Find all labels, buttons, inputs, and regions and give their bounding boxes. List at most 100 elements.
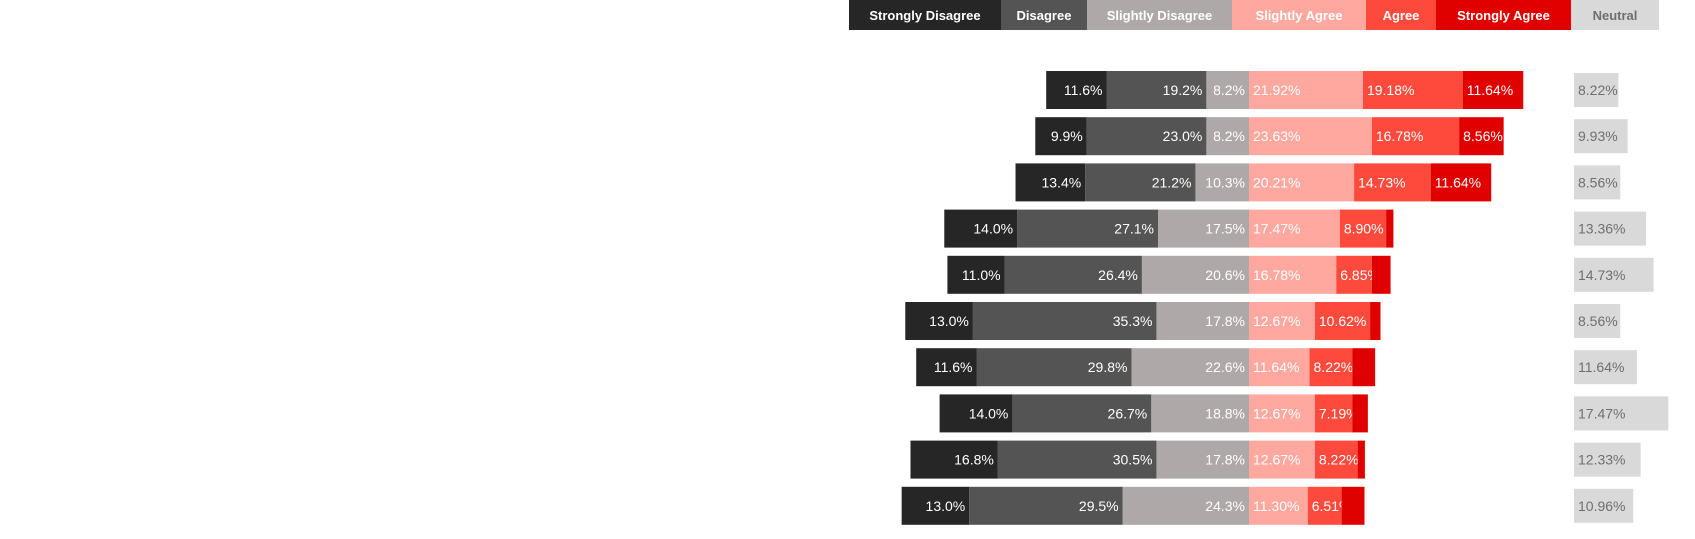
bar-strongly-disagree-8: [939, 394, 1013, 433]
data-label-strongly-disagree-8: 14.0%: [969, 405, 1009, 421]
bar-strongly-agree-4: [1386, 209, 1394, 248]
bar-slightly-agree-1: [1249, 71, 1363, 109]
data-label-agree-9: 8.22%: [1319, 452, 1359, 468]
bar-disagree-1: [1106, 71, 1207, 109]
data-label-slightly-agree-1: 21.92%: [1253, 82, 1300, 98]
bar-disagree-6: [972, 302, 1157, 340]
data-label-strongly-disagree-1: 11.6%: [1064, 82, 1103, 98]
bar-row-9: 17.8% 30.5% 16.8% 12.67% 8.22%: [910, 440, 1365, 479]
bar-slightly-disagree-8: [1151, 394, 1249, 433]
bar-strongly-agree-10: [1341, 486, 1365, 525]
bar-strongly-disagree-10: [901, 486, 970, 525]
bar-strongly-agree-2: [1459, 117, 1504, 156]
bar-slightly-agree-2: [1249, 117, 1372, 156]
bar-neutral-4: [1574, 211, 1647, 246]
legend-item-strongly-agree: Strongly Agree: [1436, 0, 1571, 30]
data-label-disagree-4: 27.1%: [1114, 221, 1154, 237]
bar-neutral-7: [1574, 350, 1637, 385]
legend-item-slightly-disagree: Slightly Disagree: [1087, 0, 1232, 30]
bar-row-4: 17.5% 27.1% 14.0% 17.47% 8.90%: [944, 209, 1394, 248]
data-label-slightly-agree-8: 12.67%: [1253, 405, 1300, 421]
chart-legend: Strongly Disagree Disagree Slightly Disagr…: [849, 0, 1659, 30]
bar-disagree-2: [1086, 117, 1207, 156]
legend-label-strongly-disagree: Strongly Disagree: [869, 8, 980, 23]
bar-neutral-10: [1574, 488, 1634, 523]
bar-strongly-disagree-1: [1046, 71, 1107, 109]
bar-row-2: 8.2% 23.0% 9.9% 23.63% 16.78% 8.56%: [1035, 117, 1504, 156]
legend-swatch-strongly-agree: [1436, 0, 1571, 30]
legend-swatch-neutral: [1571, 0, 1659, 30]
bar-agree-5: [1336, 255, 1372, 294]
bar-slightly-disagree-4: [1158, 209, 1249, 248]
legend-swatch-strongly-disagree: [849, 0, 1001, 30]
bar-strongly-agree-9: [1357, 440, 1365, 479]
bar-agree-7: [1309, 348, 1353, 387]
bar-slightly-agree-9: [1249, 440, 1315, 479]
data-label-disagree-2: 23.0%: [1163, 128, 1203, 144]
legend-label-slightly-agree: Slightly Agree: [1256, 8, 1343, 23]
bar-disagree-3: [1085, 163, 1196, 202]
bar-strongly-disagree-3: [1015, 163, 1086, 202]
bar-slightly-agree-7: [1249, 348, 1310, 387]
bar-disagree-4: [1017, 209, 1158, 248]
legend-label-disagree: Disagree: [1017, 8, 1072, 23]
data-label-disagree-6: 35.3%: [1113, 313, 1153, 329]
data-label-strongly-disagree-2: 9.9%: [1051, 128, 1083, 144]
data-label-slightly-agree-3: 20.21%: [1253, 174, 1300, 190]
data-label-strongly-disagree-5: 11.0%: [962, 267, 1001, 283]
bar-strongly-disagree-5: [947, 255, 1005, 294]
bar-slightly-disagree-7: [1131, 348, 1249, 387]
bar-slightly-agree-4: [1249, 209, 1340, 248]
data-label-disagree-10: 29.5%: [1079, 498, 1119, 514]
bar-row-7: 22.6% 29.8% 11.6% 11.64% 8.22%: [916, 348, 1376, 387]
bar-slightly-agree-5: [1249, 255, 1337, 294]
legend-item-slightly-agree: Slightly Agree: [1232, 0, 1366, 30]
bars-area: 8.2% 19.2% 11.6% 21.92% 19.18% 11.64% 8.2% 23.0…: [901, 71, 1524, 525]
legend-swatch-slightly-agree: [1232, 0, 1366, 30]
data-label-agree-7: 8.22%: [1314, 359, 1354, 375]
data-label-slightly-agree-10: 11.30%: [1253, 498, 1299, 514]
data-label-slightly-disagree-10: 24.3%: [1205, 498, 1245, 514]
bar-neutral-5: [1574, 257, 1654, 292]
legend-label-neutral: Neutral: [1593, 8, 1638, 23]
bar-neutral-9: [1574, 442, 1641, 477]
data-label-neutral-9: 12.33%: [1578, 452, 1625, 468]
bar-neutral-2: [1574, 119, 1628, 154]
bar-strongly-agree-7: [1352, 348, 1376, 387]
bar-strongly-disagree-2: [1035, 117, 1087, 156]
data-label-neutral-1: 8.22%: [1578, 82, 1618, 98]
bar-disagree-10: [969, 486, 1123, 525]
bar-disagree-9: [997, 440, 1157, 479]
bar-neutral-6: [1574, 304, 1621, 338]
data-label-neutral-10: 10.96%: [1578, 498, 1625, 514]
data-label-disagree-9: 30.5%: [1113, 452, 1153, 468]
bar-slightly-agree-3: [1249, 163, 1355, 202]
legend-label-slightly-disagree: Slightly Disagree: [1107, 8, 1212, 23]
data-label-disagree-5: 26.4%: [1098, 267, 1138, 283]
bar-row-1: 8.2% 19.2% 11.6% 21.92% 19.18% 11.64%: [1046, 71, 1524, 109]
data-label-neutral-7: 11.64%: [1578, 359, 1624, 375]
data-label-slightly-agree-4: 17.47%: [1253, 221, 1300, 237]
data-label-slightly-disagree-3: 10.3%: [1205, 174, 1245, 190]
data-label-disagree-1: 19.2%: [1163, 82, 1203, 98]
data-label-strongly-agree-2: 8.56%: [1463, 128, 1503, 144]
bar-row-6: 17.8% 35.3% 13.0% 12.67% 10.62%: [905, 302, 1381, 340]
data-label-slightly-agree-5: 16.78%: [1253, 267, 1300, 283]
bar-slightly-disagree-3: [1195, 163, 1249, 202]
data-label-slightly-agree-6: 12.67%: [1253, 313, 1300, 329]
data-label-agree-10: 6.51%: [1312, 498, 1352, 514]
bar-slightly-disagree-1: [1206, 71, 1249, 109]
bar-strongly-disagree-4: [944, 209, 1018, 248]
bar-slightly-disagree-9: [1156, 440, 1249, 479]
data-label-neutral-6: 8.56%: [1578, 313, 1618, 329]
bar-strongly-agree-1: [1462, 71, 1524, 109]
bar-row-10: 24.3% 29.5% 13.0% 11.30% 6.51%: [901, 486, 1365, 525]
legend-swatch-agree: [1366, 0, 1436, 30]
bar-agree-6: [1314, 302, 1371, 340]
data-label-strongly-disagree-9: 16.8%: [954, 452, 994, 468]
data-label-disagree-3: 21.2%: [1152, 174, 1192, 190]
bar-row-5: 20.6% 26.4% 11.0% 16.78% 6.85%: [947, 255, 1391, 294]
data-label-strongly-agree-3: 11.64%: [1435, 174, 1481, 190]
bar-agree-4: [1339, 209, 1387, 248]
data-label-strongly-disagree-3: 13.4%: [1041, 174, 1081, 190]
